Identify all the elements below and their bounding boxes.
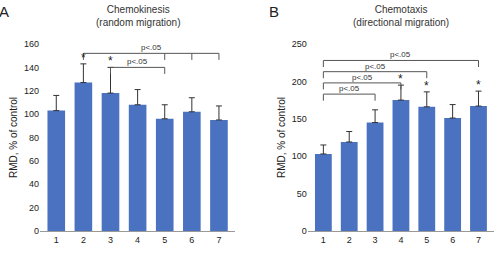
svg-text:5: 5 (162, 235, 167, 245)
svg-text:Chemokinesis(random migration): Chemokinesis(random migration) (96, 4, 180, 28)
svg-text:*: * (398, 72, 403, 86)
svg-text:160: 160 (24, 39, 39, 49)
svg-text:120: 120 (24, 86, 39, 96)
svg-text:*: * (476, 78, 481, 92)
svg-text:B: B (269, 3, 279, 20)
svg-text:*: * (424, 79, 429, 93)
svg-text:p<.05: p<.05 (141, 43, 162, 52)
svg-text:Chemotaxis(directional migrati: Chemotaxis(directional migration) (353, 4, 449, 28)
svg-text:100: 100 (292, 151, 307, 161)
svg-text:*: * (108, 54, 113, 68)
svg-text:1: 1 (321, 235, 326, 245)
svg-text:60: 60 (29, 156, 39, 166)
svg-text:6: 6 (450, 235, 455, 245)
svg-text:p<.05: p<.05 (390, 50, 411, 59)
svg-text:7: 7 (476, 235, 481, 245)
svg-text:80: 80 (29, 133, 39, 143)
svg-text:0: 0 (302, 226, 307, 236)
svg-text:6: 6 (189, 235, 194, 245)
svg-text:p<.05: p<.05 (352, 73, 373, 82)
svg-text:2: 2 (81, 235, 86, 245)
svg-text:20: 20 (29, 203, 39, 213)
svg-text:3: 3 (373, 235, 378, 245)
svg-text:7: 7 (216, 235, 221, 245)
svg-text:5: 5 (424, 235, 429, 245)
svg-text:3: 3 (108, 235, 113, 245)
svg-text:150: 150 (292, 114, 307, 124)
svg-text:50: 50 (297, 189, 307, 199)
svg-text:p<.05: p<.05 (127, 57, 148, 66)
svg-text:RMD, % of control: RMD, % of control (276, 97, 287, 178)
svg-text:40: 40 (29, 179, 39, 189)
svg-text:250: 250 (292, 39, 307, 49)
svg-text:0: 0 (34, 226, 39, 236)
svg-text:*: * (81, 51, 86, 65)
svg-text:100: 100 (24, 109, 39, 119)
svg-text:2: 2 (347, 235, 352, 245)
svg-text:200: 200 (292, 77, 307, 87)
svg-text:140: 140 (24, 63, 39, 73)
svg-text:1: 1 (54, 235, 59, 245)
svg-text:4: 4 (135, 235, 140, 245)
svg-text:4: 4 (398, 235, 403, 245)
svg-text:A: A (0, 3, 9, 20)
svg-text:p<.05: p<.05 (365, 62, 386, 71)
svg-text:p<.05: p<.05 (339, 84, 360, 93)
svg-text:RMD, % of control: RMD, % of control (8, 97, 19, 178)
